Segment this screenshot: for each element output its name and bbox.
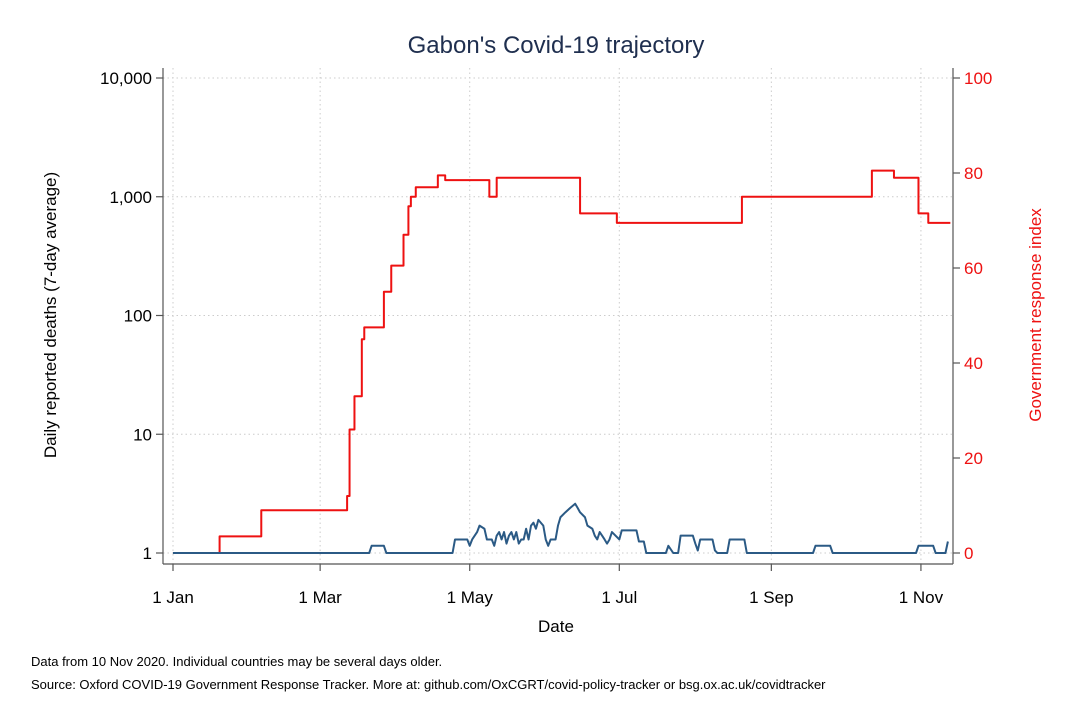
chart-title: Gabon's Covid-19 trajectory <box>408 32 705 59</box>
x-axis-label: Date <box>538 617 574 636</box>
y-tick-label-left: 1,000 <box>109 188 152 207</box>
footnote-data-date: Data from 10 Nov 2020. Individual countr… <box>31 654 443 669</box>
chart: Gabon's Covid-19 trajectory 1 Jan 1 Mar 1 … <box>41 32 1045 636</box>
y-tick-label-right: 100 <box>964 69 992 88</box>
axes: 1 Jan 1 Mar 1 May 1 Jul 1 Sep 1 Nov 1 10 100 1,00… <box>100 68 992 607</box>
x-tick-label: 1 Mar <box>298 588 342 607</box>
y-tick-label-left: 1 <box>143 544 152 563</box>
series <box>173 169 951 554</box>
y-tick-label-left: 10 <box>133 425 152 444</box>
series-line-deaths <box>173 502 949 554</box>
x-tick-label: 1 Nov <box>899 588 944 607</box>
y-tick-label-right: 80 <box>964 164 983 183</box>
y-axis-label-right: Government response index <box>1026 208 1045 422</box>
y-tick-label-left: 10,000 <box>100 69 152 88</box>
y-tick-label-right: 20 <box>964 449 983 468</box>
footnote-source[interactable]: Source: Oxford COVID-19 Government Respo… <box>31 677 826 692</box>
series-line-response-index <box>173 169 951 554</box>
y-tick-label-right: 0 <box>964 544 973 563</box>
y-tick-label-left: 100 <box>124 307 152 326</box>
x-tick-label: 1 Jan <box>152 588 194 607</box>
x-tick-label: 1 Jul <box>601 588 637 607</box>
grid <box>163 68 953 564</box>
y-tick-label-right: 40 <box>964 354 983 373</box>
x-tick-label: 1 Sep <box>749 588 793 607</box>
x-tick-label: 1 May <box>447 588 494 607</box>
y-axis-label-left: Daily reported deaths (7-day average) <box>41 172 60 458</box>
y-tick-label-right: 60 <box>964 259 983 278</box>
